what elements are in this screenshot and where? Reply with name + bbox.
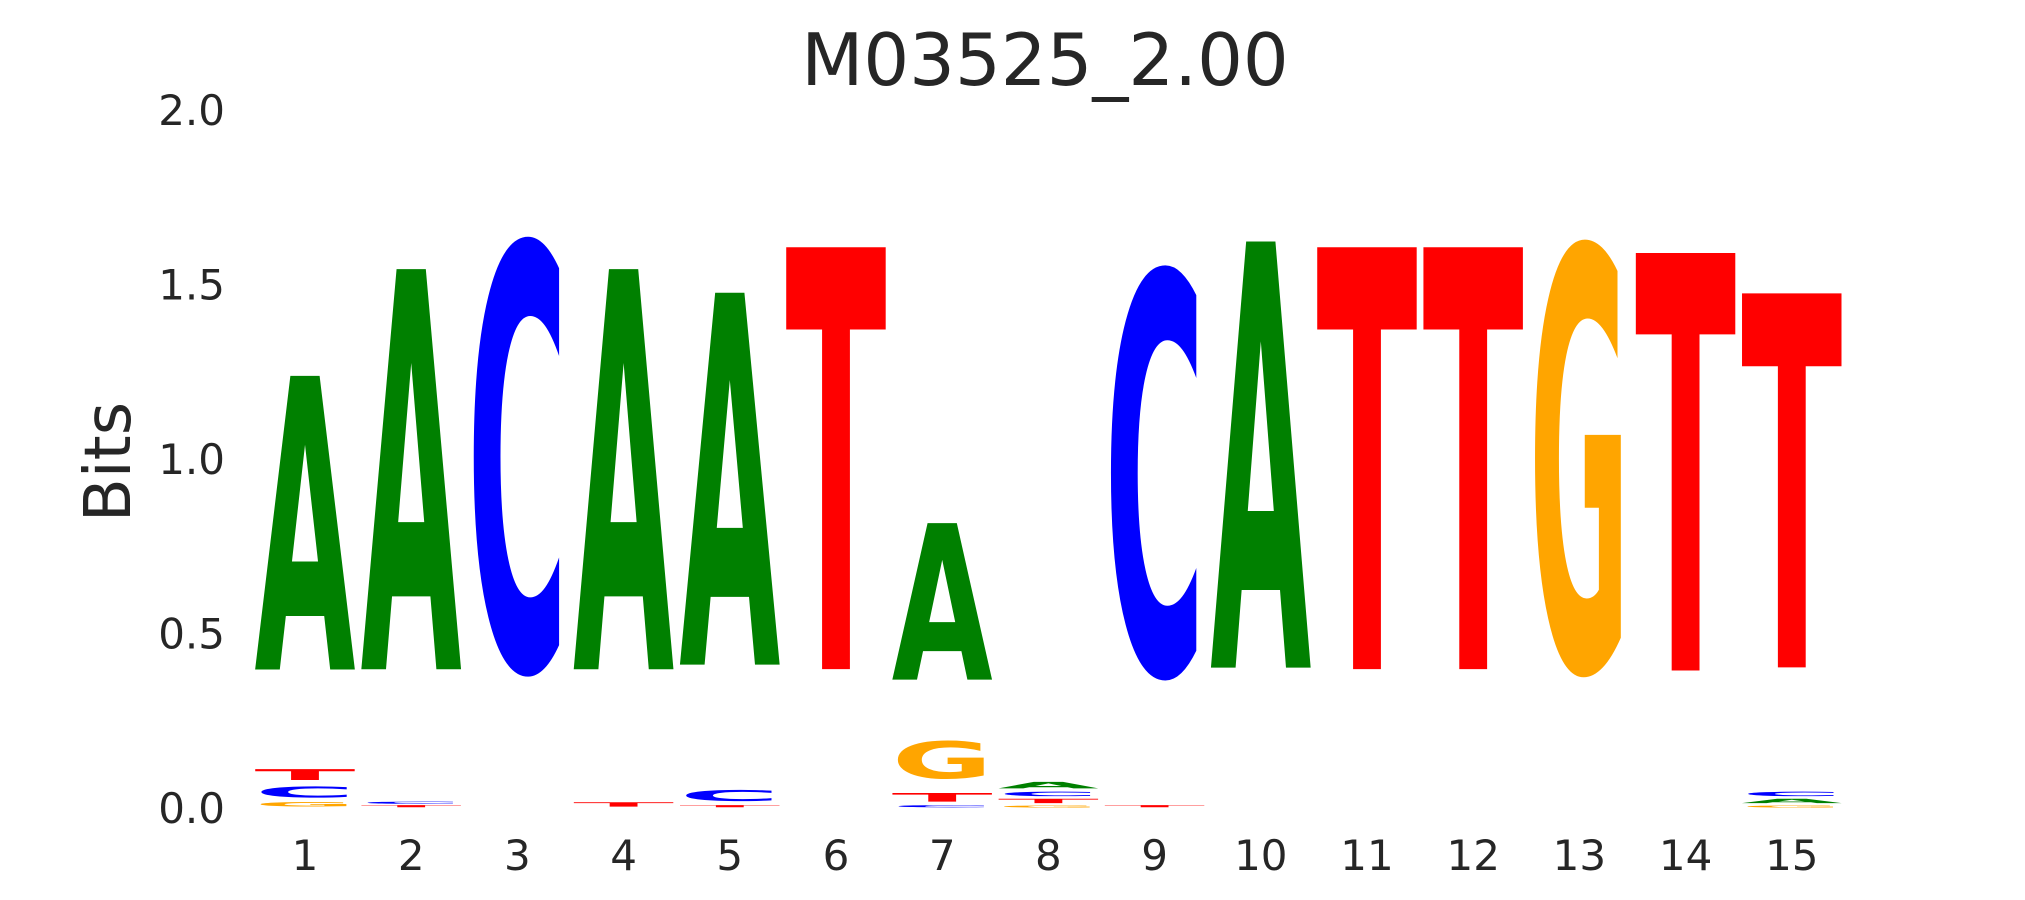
x-tick-label: 2 bbox=[398, 831, 425, 880]
logo-letter-g: G bbox=[998, 805, 1099, 808]
letter-stack: T bbox=[1635, 139, 1737, 806]
logo-letter-g: G bbox=[892, 732, 993, 791]
x-tick-label: 11 bbox=[1340, 831, 1393, 880]
x-tick-label: 13 bbox=[1553, 831, 1606, 880]
letter-stack: C bbox=[467, 129, 568, 806]
x-tick-label: 10 bbox=[1234, 831, 1287, 880]
x-tick-label: 4 bbox=[610, 831, 637, 880]
x-tick-label: 6 bbox=[823, 831, 850, 880]
logo-letter-a: A bbox=[1210, 125, 1312, 805]
logo-letter-t: T bbox=[998, 798, 1099, 805]
letter-stack: A bbox=[1210, 125, 1312, 805]
logo-letter-a: A bbox=[255, 295, 357, 765]
x-tick-label: 8 bbox=[1035, 831, 1062, 880]
logo-letter-g: G bbox=[255, 801, 356, 808]
logo-letter-t: T bbox=[1317, 132, 1419, 806]
y-tick-label: 1.0 bbox=[158, 435, 225, 484]
logo-letter-g: G bbox=[1741, 805, 1842, 808]
logo-letter-c: C bbox=[467, 129, 568, 806]
logo-letter-t: T bbox=[786, 132, 888, 806]
logo-letter-c: C bbox=[998, 791, 1099, 798]
logo-letter-a: A bbox=[573, 162, 675, 800]
logo-letter-a: A bbox=[998, 780, 1100, 790]
logo-letter-a: A bbox=[1741, 798, 1843, 805]
x-axis-ticks: 1 2 3 4 5 6 7 8 9 10 11 12 13 14 15 bbox=[292, 831, 1819, 880]
letter-stack: TC bbox=[1104, 165, 1205, 808]
logo-letter-c: C bbox=[892, 805, 993, 808]
letter-stack: G bbox=[1529, 132, 1630, 806]
logo-letter-t: T bbox=[1104, 805, 1205, 808]
logo-letter-c: C bbox=[1104, 165, 1205, 803]
logo-letter-t: T bbox=[255, 766, 356, 783]
x-tick-label: 15 bbox=[1765, 831, 1818, 880]
letter-stack: TCA bbox=[679, 191, 781, 808]
logo-letter-c: C bbox=[255, 784, 356, 801]
x-tick-label: 5 bbox=[716, 831, 743, 880]
x-tick-label: 12 bbox=[1446, 831, 1499, 880]
x-tick-label: 7 bbox=[929, 831, 956, 880]
logo-letter-c: C bbox=[1741, 791, 1842, 798]
x-tick-label: 1 bbox=[292, 831, 319, 880]
x-tick-label: 3 bbox=[504, 831, 531, 880]
letter-stack: TCA bbox=[361, 162, 463, 808]
logo-letter-t: T bbox=[1741, 193, 1843, 790]
y-tick-label: 2.0 bbox=[158, 86, 225, 135]
logo-letter-a: A bbox=[892, 480, 993, 730]
logo-letter-t: T bbox=[892, 791, 993, 805]
letter-stack: T bbox=[786, 132, 888, 806]
logo-letter-c: C bbox=[679, 787, 780, 804]
x-tick-label: 9 bbox=[1141, 831, 1168, 880]
x-tick-label: 14 bbox=[1659, 831, 1712, 880]
logo-letter-t: T bbox=[573, 801, 674, 808]
logo-letter-c: C bbox=[361, 801, 462, 804]
logo-letter-a: A bbox=[361, 162, 463, 800]
y-tick-label: 1.5 bbox=[158, 261, 225, 310]
logo-letter-a: A bbox=[679, 191, 781, 786]
logo-letter-t: T bbox=[1635, 139, 1737, 806]
chart-title: M03525_2.00 bbox=[801, 18, 1288, 102]
y-tick-label: 0.5 bbox=[158, 610, 225, 659]
logo-letter-t: T bbox=[361, 805, 462, 808]
logo-letter-t: T bbox=[1423, 132, 1525, 806]
letter-stack: T bbox=[1317, 132, 1419, 806]
logo-letter-t: T bbox=[679, 805, 780, 808]
letter-stack: TA bbox=[573, 162, 675, 808]
logo-letter-g: G bbox=[1529, 132, 1630, 806]
letter-stack: T bbox=[1423, 132, 1525, 806]
y-tick-label: 0.0 bbox=[158, 784, 225, 833]
y-axis-ticks: 0.0 0.5 1.0 1.5 2.0 bbox=[158, 86, 225, 833]
y-axis-label: Bits bbox=[72, 402, 146, 522]
